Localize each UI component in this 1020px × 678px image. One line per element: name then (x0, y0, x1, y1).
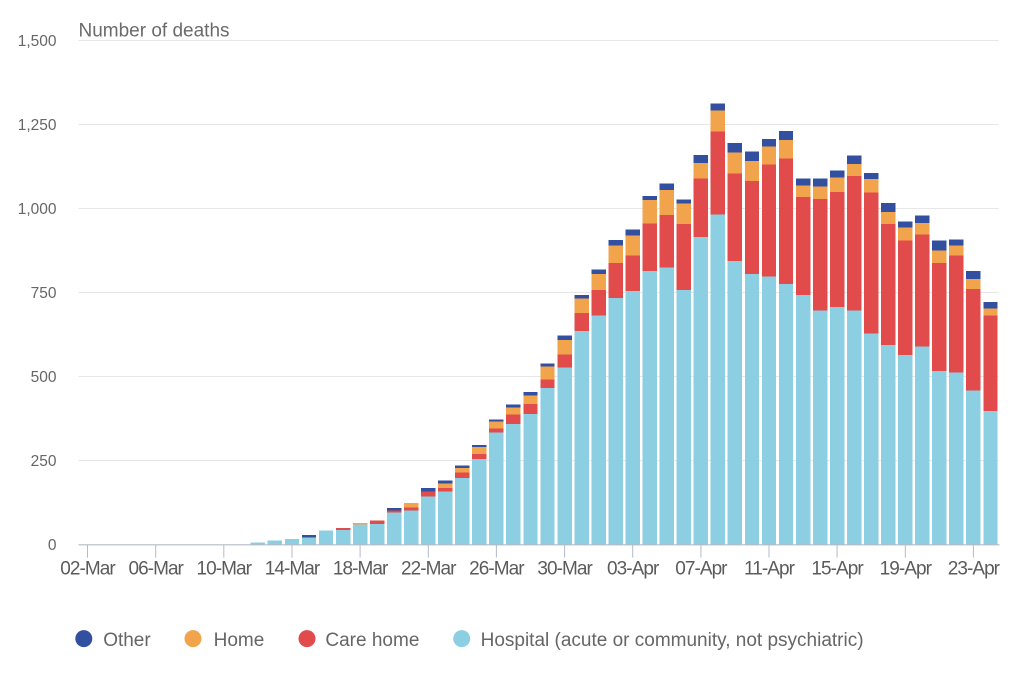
svg-text:1,000: 1,000 (18, 201, 57, 218)
svg-text:0: 0 (48, 537, 57, 554)
svg-text:1,250: 1,250 (18, 117, 57, 134)
svg-text:26-Mar: 26-Mar (469, 558, 525, 579)
svg-text:06-Mar: 06-Mar (128, 558, 184, 579)
svg-text:23-Apr: 23-Apr (948, 558, 1001, 579)
svg-text:15-Apr: 15-Apr (811, 558, 864, 579)
svg-text:22-Mar: 22-Mar (401, 558, 457, 579)
svg-text:Number of deaths: Number of deaths (79, 20, 230, 41)
svg-text:14-Mar: 14-Mar (265, 558, 321, 579)
svg-text:10-Mar: 10-Mar (197, 558, 253, 579)
svg-text:11-Apr: 11-Apr (744, 558, 796, 579)
svg-text:1,500: 1,500 (18, 33, 57, 50)
svg-text:Hospital (acute or community,: Hospital (acute or community, not psychi… (481, 630, 864, 651)
svg-text:Other: Other (103, 630, 151, 651)
svg-text:30-Mar: 30-Mar (537, 558, 593, 579)
svg-text:19-Apr: 19-Apr (880, 558, 933, 579)
svg-text:03-Apr: 03-Apr (607, 558, 660, 579)
svg-text:18-Mar: 18-Mar (333, 558, 389, 579)
svg-text:07-Apr: 07-Apr (675, 558, 728, 579)
svg-text:250: 250 (31, 453, 57, 470)
svg-text:500: 500 (31, 369, 57, 386)
svg-text:Home: Home (214, 630, 265, 651)
svg-text:750: 750 (31, 285, 57, 302)
svg-text:02-Mar: 02-Mar (60, 558, 116, 579)
svg-text:Care home: Care home (325, 630, 419, 651)
